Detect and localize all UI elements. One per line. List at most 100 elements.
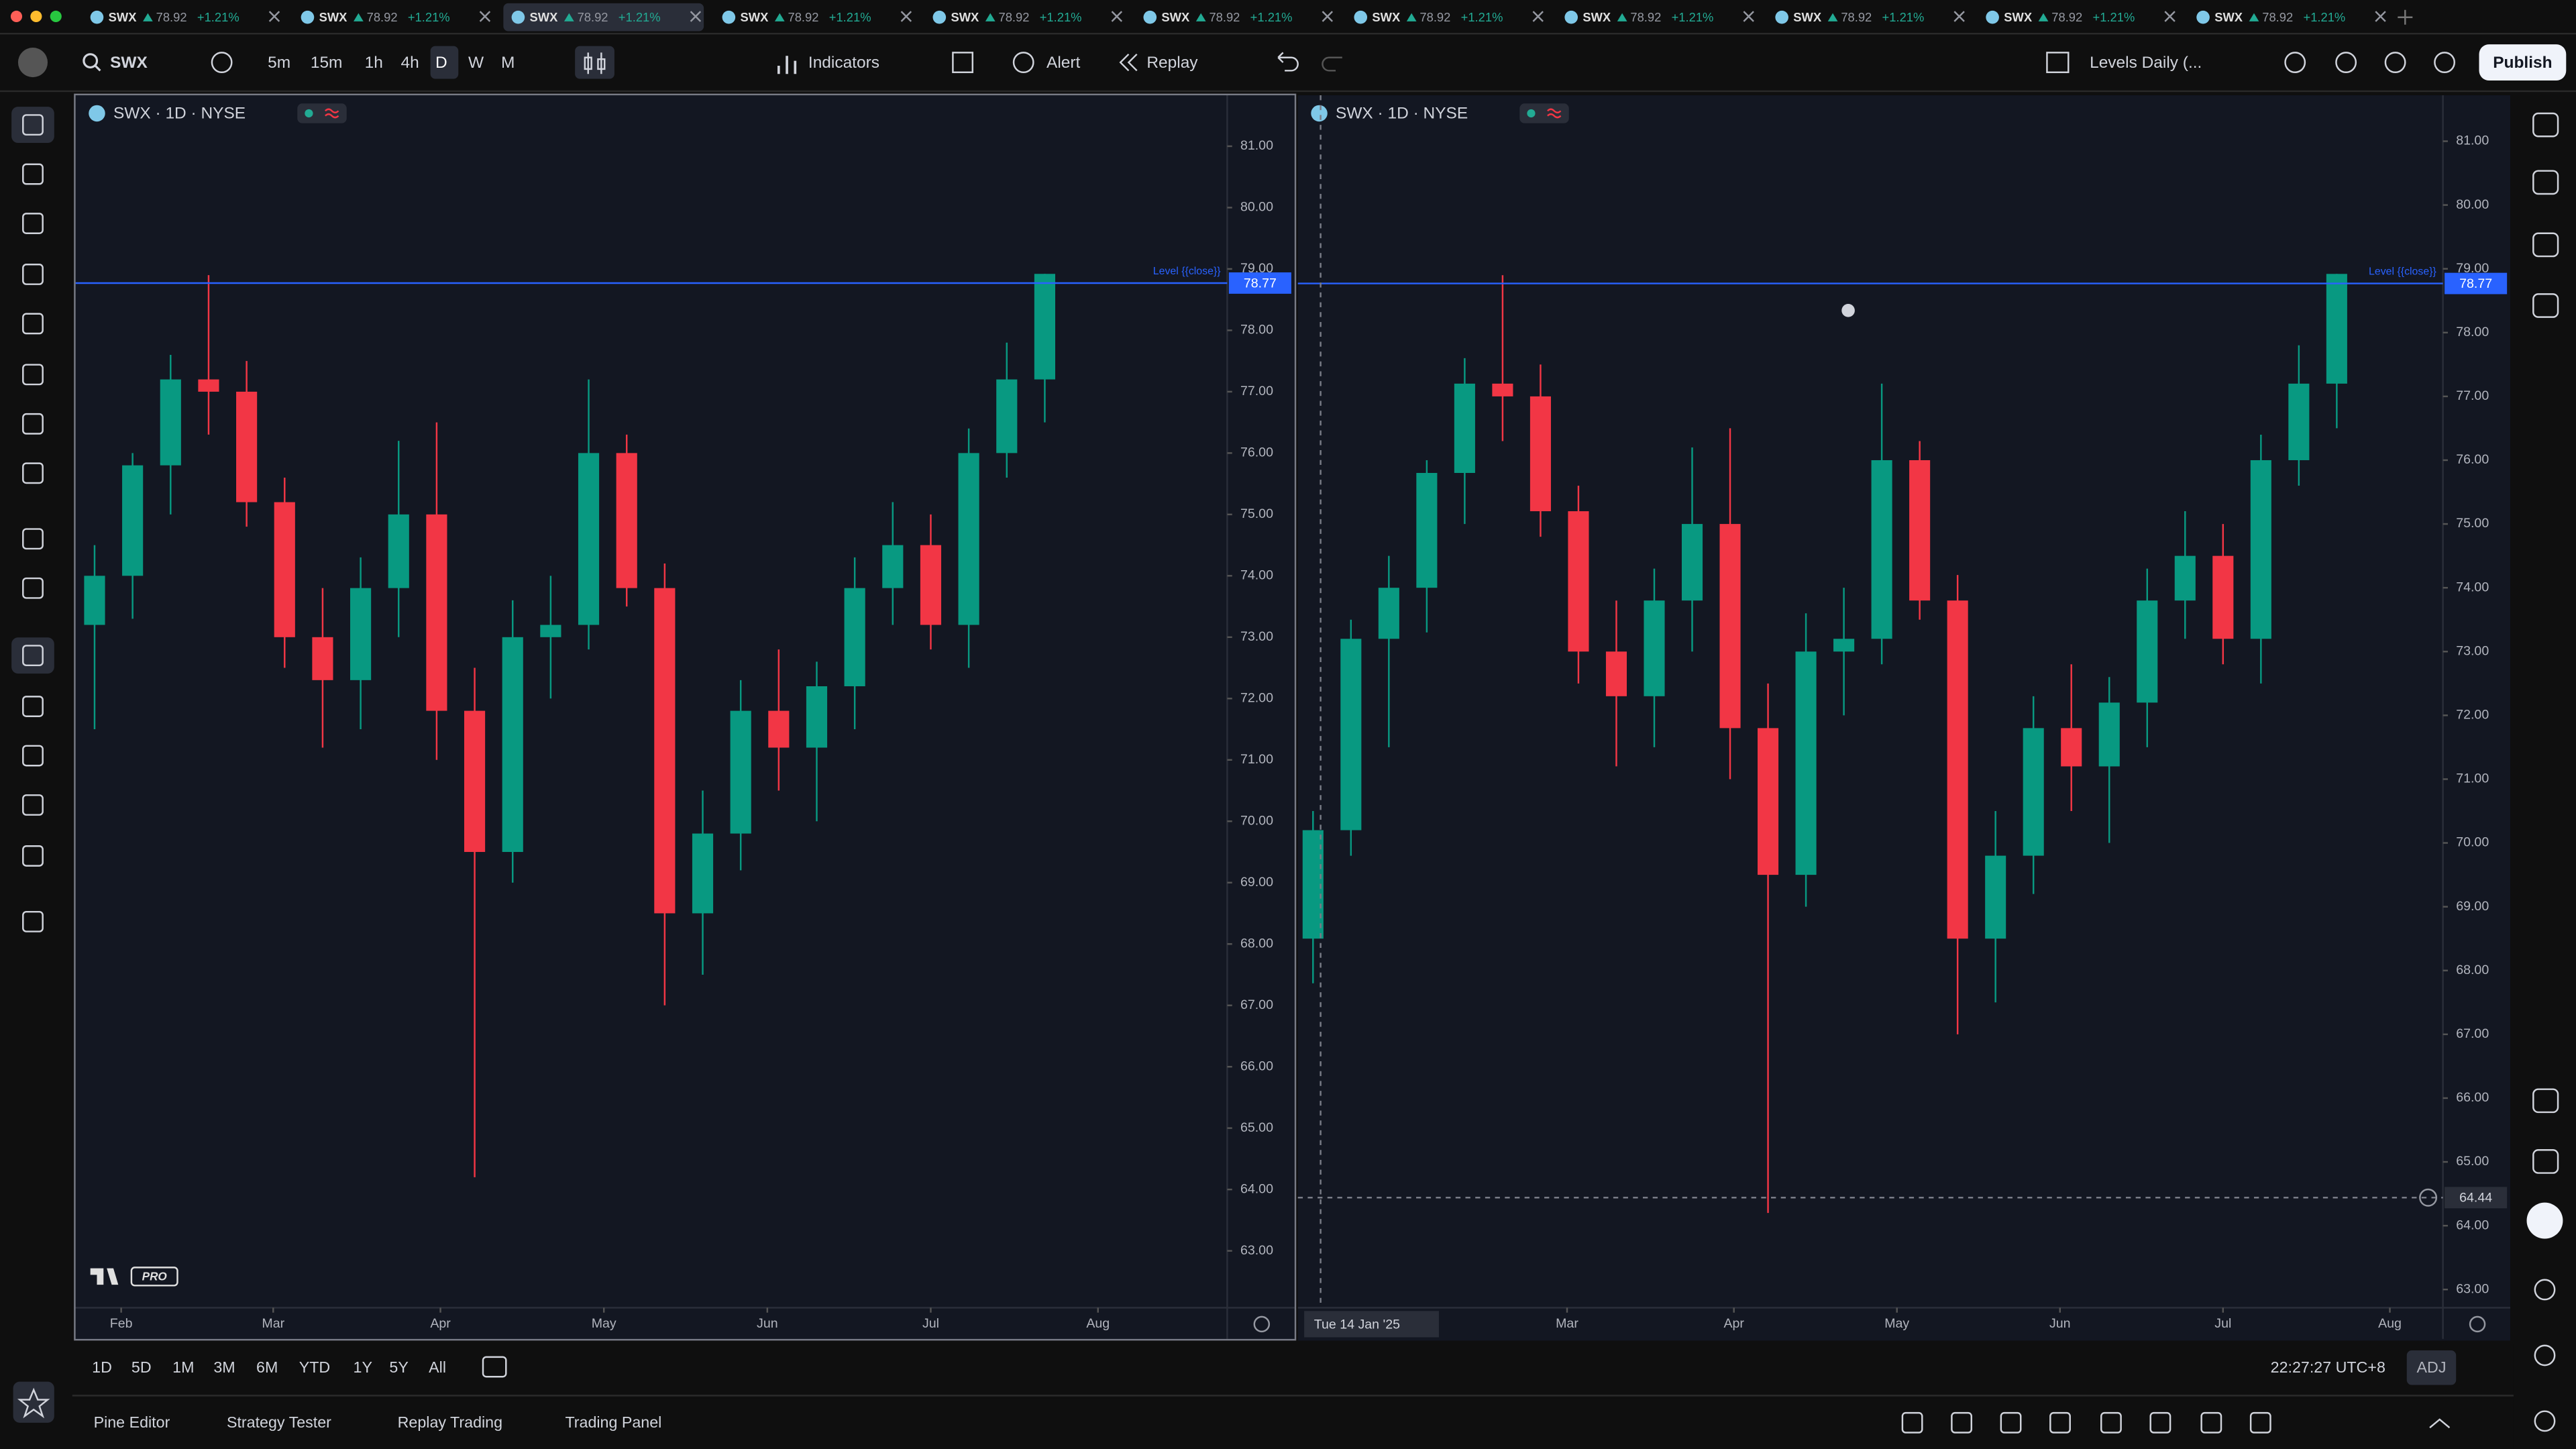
tool-active[interactable] [11,107,54,144]
drawing-tool[interactable] [22,114,44,136]
range-button[interactable]: 1M [172,1358,194,1376]
interval-button[interactable]: 15m [311,54,343,72]
tab-close[interactable] [1953,11,1965,22]
toolbar-icon[interactable] [2335,52,2357,73]
redo-icon[interactable] [1322,56,1342,72]
active-tab[interactable] [503,3,704,32]
drawing-tool[interactable] [22,462,44,484]
sidebar-icon[interactable] [2532,112,2559,138]
sidebar-icon[interactable] [2534,1410,2556,1432]
toolbar-icon[interactable] [2284,52,2306,73]
interval-button[interactable]: 5m [268,54,290,72]
sidebar-icon[interactable] [2532,1088,2559,1114]
toolbar-icon[interactable] [2434,52,2455,73]
axis-settings[interactable] [2469,1316,2486,1333]
replay-button[interactable]: Replay [1146,54,1198,72]
layout-name[interactable]: Levels Daily (... [2090,54,2202,72]
drawing-tool[interactable] [22,845,44,867]
quick-tool[interactable] [2200,1411,2222,1434]
tab-close[interactable] [1322,11,1333,22]
interval-button[interactable]: W [468,54,484,72]
quick-tool[interactable] [1951,1411,1972,1434]
new-tab[interactable] [2398,9,2413,25]
tab-close[interactable] [1111,11,1123,22]
y-tick-label: 71.00 [2456,771,2489,786]
drawing-tool[interactable] [22,577,44,599]
alert-button[interactable]: Alert [1046,54,1081,72]
drawing-tool[interactable] [22,364,44,386]
undo-icon[interactable] [1277,52,1299,72]
interval-button[interactable]: 4h [401,54,419,72]
tool-active[interactable] [11,637,54,674]
symbol-search[interactable]: SWX [110,54,148,72]
indicators-button[interactable]: Indicators [808,54,879,72]
tab-close[interactable] [2375,11,2386,22]
chart-title[interactable]: SWX · 1D · NYSE [113,105,246,123]
quick-tool[interactable] [1901,1411,1923,1434]
compare-button[interactable] [211,52,233,73]
chart-type-active[interactable] [575,46,614,79]
drawing-tool[interactable] [22,163,44,185]
drawing-tool[interactable] [22,313,44,335]
range-button[interactable]: 1Y [354,1358,372,1376]
range-button[interactable]: All [429,1358,446,1376]
window-close[interactable] [10,10,23,23]
drawing-tool[interactable] [22,264,44,285]
sidebar-icon[interactable] [2534,1279,2556,1301]
crosshair-add[interactable] [2419,1188,2438,1207]
panel-tab[interactable]: Replay Trading [398,1413,502,1431]
favorites-bg[interactable] [13,1381,54,1423]
tab-close[interactable] [2164,11,2176,22]
range-button[interactable]: 5D [131,1358,152,1376]
drawing-tool[interactable] [22,696,44,717]
quick-tool[interactable] [2100,1411,2122,1434]
publish-button[interactable]: Publish [2493,54,2552,72]
layout-toggle-icon[interactable] [2046,52,2070,73]
tab-close[interactable] [900,11,912,22]
range-button[interactable]: 5Y [389,1358,408,1376]
interval-button[interactable]: D [435,54,447,72]
adj-bg[interactable] [2406,1350,2457,1385]
interval-button[interactable]: M [501,54,515,72]
drawing-tool[interactable] [22,794,44,816]
window-minimize[interactable] [30,10,42,23]
axis-settings[interactable] [1253,1316,1271,1333]
range-button[interactable]: YTD [299,1358,331,1376]
panel-tab[interactable]: Strategy Tester [227,1413,331,1431]
drawing-tool[interactable] [22,910,44,932]
tab-close[interactable] [268,11,280,22]
quick-tool[interactable] [2049,1411,2071,1434]
sidebar-icon[interactable] [2532,293,2559,318]
range-button[interactable]: 3M [213,1358,235,1376]
interval-button[interactable]: 1h [365,54,383,72]
drawing-tool[interactable] [22,413,44,435]
range-button[interactable]: 6M [256,1358,278,1376]
panel-tab[interactable]: Pine Editor [94,1413,170,1431]
panel-tab[interactable]: Trading Panel [565,1413,661,1431]
toolbar-icon[interactable] [2384,52,2406,73]
tab-close[interactable] [479,11,491,22]
quick-tool[interactable] [2149,1411,2171,1434]
drawing-tool[interactable] [22,528,44,550]
drawing-tool[interactable] [22,645,44,667]
publish-bg[interactable] [2479,44,2567,80]
sidebar-icon[interactable] [2532,232,2559,258]
goto-date[interactable] [482,1356,507,1378]
window-zoom[interactable] [50,10,62,23]
quick-tool[interactable] [2249,1411,2271,1434]
sidebar-active[interactable] [2526,1202,2563,1239]
tab-close[interactable] [690,11,702,22]
tab-close[interactable] [1532,11,1544,22]
tab-close[interactable] [1743,11,1754,22]
quick-tool[interactable] [2000,1411,2022,1434]
range-button[interactable]: 1D [92,1358,112,1376]
sidebar-icon[interactable] [2532,1149,2559,1174]
collapse-panel[interactable] [2429,1418,2451,1429]
layout-icon[interactable] [952,52,974,73]
sidebar-icon[interactable] [2532,170,2559,195]
sidebar-icon[interactable] [2534,1344,2556,1366]
avatar[interactable] [17,48,48,78]
drawing-tool[interactable] [22,745,44,767]
drawing-tool[interactable] [22,213,44,234]
chart-title[interactable]: SWX · 1D · NYSE [1336,105,1468,123]
